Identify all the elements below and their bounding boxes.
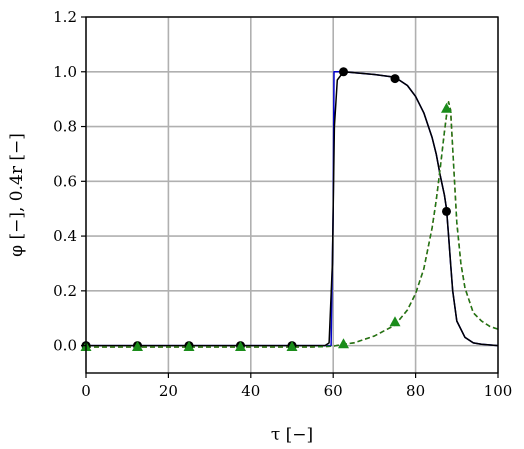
y-tick-label: 0.6 (53, 172, 77, 190)
y-tick-label: 1.0 (53, 63, 77, 81)
series-3-point (389, 316, 401, 327)
series-3-point (235, 341, 246, 351)
series-3-point (183, 341, 195, 351)
x-tick-label: 80 (406, 382, 425, 400)
series-line-1 (86, 71, 499, 347)
x-tick-label: 20 (159, 382, 178, 400)
axis-ticks: 0 20 40 60 80 100 0.0 0.2 0.4 0.6 0.8 1.0 1.2 (53, 8, 512, 400)
series-line-3 (86, 101, 499, 348)
series-line-2 (86, 101, 499, 348)
series-line-0 (86, 71, 499, 347)
y-tick-label: 0.8 (53, 118, 77, 136)
y-tick-label: 0.0 (53, 337, 77, 355)
series-1-point (442, 206, 451, 216)
series-3-point (132, 341, 143, 351)
series-3-point (286, 341, 298, 351)
series-lines (86, 71, 499, 348)
plot-frame (85, 16, 499, 374)
x-tick-label: 0 (81, 382, 91, 400)
series-1-point (390, 74, 400, 84)
y-tick-label: 0.2 (53, 282, 77, 300)
y-tick-label: 1.2 (53, 8, 77, 26)
y-axis-label: φ [−], 0.4r [−] (7, 133, 27, 257)
x-axis-label: τ [−] (271, 425, 313, 445)
y-tick-label: 0.4 (53, 227, 77, 245)
x-tick-label: 60 (324, 382, 343, 400)
series-3-point (338, 338, 349, 349)
series-markers (80, 67, 452, 351)
x-tick-label: 40 (241, 382, 260, 400)
x-tick-label: 100 (484, 382, 513, 400)
series-3-point (441, 102, 452, 113)
series-1-point (339, 67, 348, 77)
